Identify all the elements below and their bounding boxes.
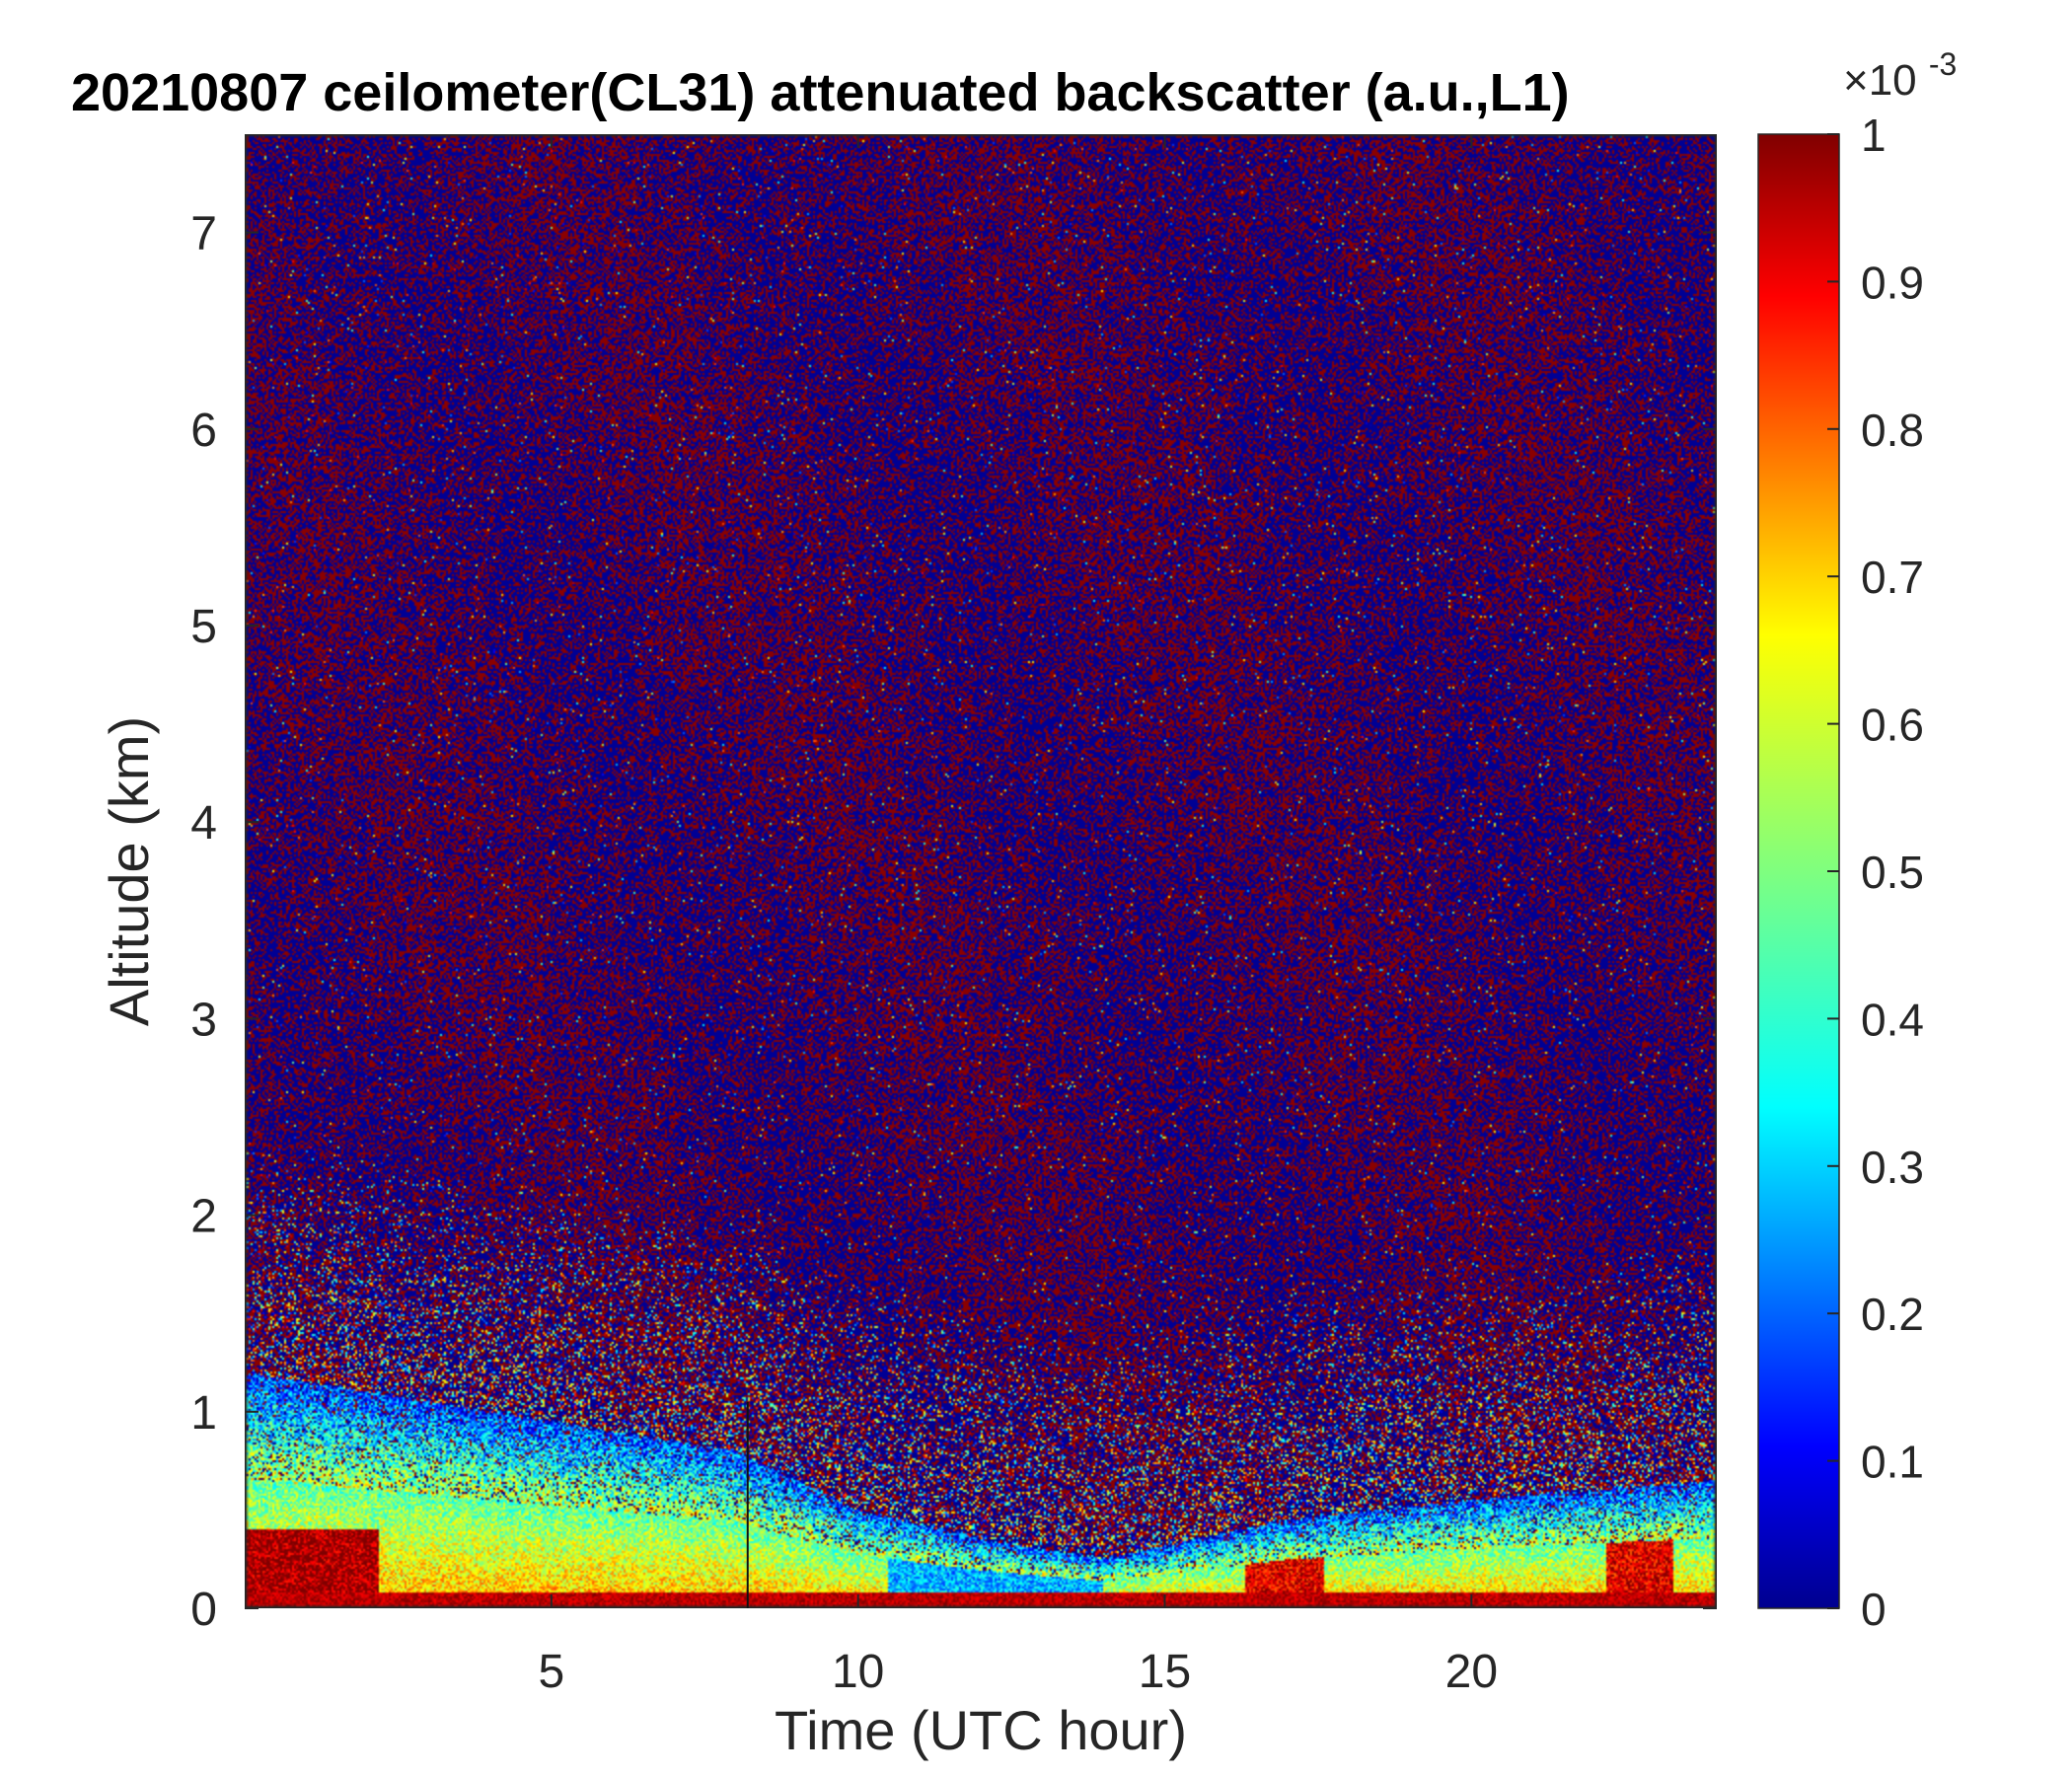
colorbar-tick-label: 0.1 [1861, 1437, 1924, 1488]
y-tick-label: 4 [190, 797, 217, 850]
colorbar-ticks: 0 0.1 0.2 0.3 0.4 0.5 0.6 0.7 0.8 0.9 1 [1827, 110, 1924, 1635]
colorbar-tick-label: 0.2 [1861, 1289, 1924, 1340]
x-tick-label: 15 [1139, 1646, 1191, 1698]
x-tick-label: 5 [538, 1646, 564, 1698]
colorbar-gradient [1757, 133, 1840, 1609]
colorbar-tick-label: 0 [1861, 1584, 1887, 1635]
x-axis-label: Time (UTC hour) [775, 1699, 1187, 1761]
x-tick-marks [550, 134, 1473, 1608]
colorbar-tick-label: 0.6 [1861, 700, 1924, 751]
y-tick-label: 5 [190, 601, 217, 653]
plot-area [245, 134, 1717, 1609]
colorbar: 0 0.1 0.2 0.3 0.4 0.5 0.6 0.7 0.8 0.9 1 ×10 -3 [1757, 46, 1957, 1635]
x-tick-labels: 5 10 15 20 [538, 1646, 1498, 1698]
colorbar-exponent-base: ×10 [1843, 56, 1917, 105]
colorbar-tick-label: 0.8 [1861, 405, 1924, 456]
y-tick-label: 0 [190, 1584, 217, 1636]
x-tick-label: 10 [832, 1646, 884, 1698]
colorbar-exponent-power: -3 [1929, 46, 1957, 82]
colorbar-tick-label: 0.4 [1861, 994, 1924, 1045]
colorbar-exponent: ×10 -3 [1843, 46, 1957, 105]
x-tick-label: 20 [1445, 1646, 1498, 1698]
backscatter-heatmap [245, 134, 1717, 1608]
colorbar-tick-label: 0.7 [1861, 552, 1924, 603]
y-tick-label: 2 [190, 1191, 217, 1243]
y-tick-label: 6 [190, 405, 217, 457]
y-tick-marks [245, 231, 1717, 1609]
colorbar-tick-label: 0.5 [1861, 847, 1924, 898]
colorbar-tick-label: 1 [1861, 110, 1887, 161]
y-tick-label: 7 [190, 208, 217, 260]
y-tick-label: 1 [190, 1387, 217, 1440]
y-tick-labels: 0 1 2 3 4 5 6 7 [190, 208, 217, 1636]
y-tick-label: 3 [190, 994, 217, 1046]
chart-title: 20210807 ceilometer(CL31) attenuated bac… [71, 63, 1570, 122]
colorbar-tick-label: 0.3 [1861, 1142, 1924, 1193]
colorbar-tick-label: 0.9 [1861, 257, 1924, 308]
y-axis-label: Altitude (km) [98, 716, 160, 1026]
